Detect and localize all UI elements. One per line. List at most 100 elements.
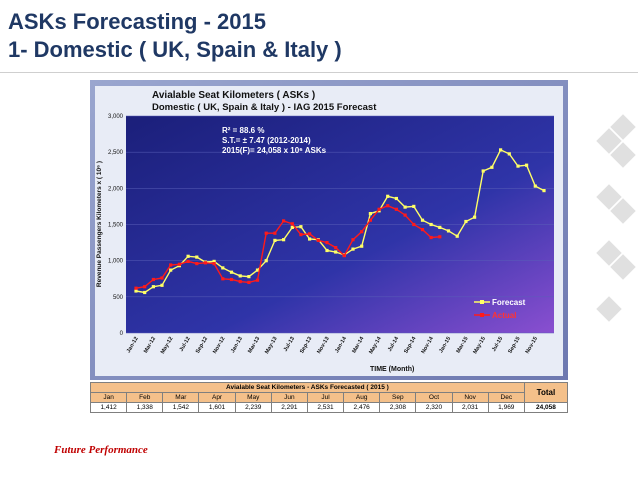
y-tick-label: 2,000 (108, 186, 124, 192)
data-point-actual (134, 286, 138, 290)
table-month-header: Jan (89, 392, 128, 403)
legend-actual-label: Actual (492, 311, 516, 320)
data-point-actual (386, 204, 390, 208)
data-point-forecast (533, 184, 537, 188)
ask-forecast-chart: Avialable Seat Kilometers ( ASKs ) Domes… (90, 80, 568, 380)
data-point-forecast (264, 259, 268, 263)
table-month-header: Dec (487, 392, 525, 403)
data-point-actual (420, 228, 425, 232)
data-point-forecast (403, 205, 407, 209)
table-month-row: Jan Feb Mar Apr May Jun Jul Aug Sep Oct Nov Dec (89, 392, 568, 403)
y-tick-label: 500 (113, 295, 124, 301)
data-point-actual (160, 276, 164, 280)
table-month-header: Jun (270, 392, 308, 403)
data-point-forecast (151, 285, 155, 289)
data-point-actual (229, 277, 234, 282)
data-point-forecast (221, 266, 225, 270)
data-point-forecast (195, 255, 199, 259)
table-total-header: Total (523, 382, 569, 403)
table-value-cell: 1,969 (487, 402, 525, 413)
data-point-forecast (238, 274, 242, 278)
data-point-actual (221, 277, 225, 281)
data-point-actual (334, 246, 338, 250)
table-value-cell: 2,291 (270, 402, 308, 413)
data-point-forecast (516, 164, 520, 168)
data-point-actual (203, 261, 207, 265)
data-point-forecast (473, 215, 477, 219)
slide-title-line2: 1- Domestic ( UK, Spain & Italy ) (8, 37, 342, 62)
y-tick-label: 3,000 (108, 114, 124, 120)
y-axis-label: Revenue Passengers Kilometers x ( 10⁶ ) (96, 161, 103, 287)
data-point-forecast (490, 165, 494, 169)
data-point-forecast (247, 275, 251, 279)
data-point-actual (308, 232, 312, 236)
table-value-cell: 1,542 (162, 402, 200, 413)
data-point-actual (360, 230, 364, 234)
legend-forecast-label: Forecast (492, 298, 526, 307)
table-value-cell: 2,531 (306, 402, 345, 413)
data-point-forecast (169, 268, 173, 272)
data-point-forecast (255, 268, 260, 272)
data-point-forecast (438, 225, 442, 229)
table-month-header: Mar (162, 392, 200, 403)
table-total-value: 24,058 (523, 402, 569, 413)
data-point-forecast (351, 247, 355, 251)
data-point-forecast (360, 244, 364, 248)
data-point-forecast (290, 225, 294, 229)
data-point-actual (255, 278, 260, 282)
table-value-cell: 2,476 (343, 402, 381, 413)
table-value-cell: 2,308 (379, 402, 417, 413)
data-point-forecast (325, 248, 329, 253)
data-point-forecast (455, 234, 459, 238)
data-point-actual (351, 238, 355, 242)
data-point-forecast (282, 238, 286, 242)
data-point-forecast (368, 212, 372, 216)
data-point-actual (290, 222, 294, 226)
data-point-actual (238, 280, 242, 284)
data-point-forecast (394, 196, 398, 201)
table-month-header: Jul (306, 392, 345, 403)
data-point-actual (429, 235, 433, 240)
data-point-forecast (429, 222, 433, 227)
data-point-forecast (229, 270, 234, 274)
title-divider (0, 72, 638, 73)
table-value-cell: 2,031 (451, 402, 489, 413)
data-point-actual (403, 213, 407, 217)
data-point-actual (273, 231, 277, 235)
stats-annotation: R² = 88.6 % S.T.= ± 7.47 (2012-2014) 201… (222, 126, 327, 155)
data-point-actual (169, 263, 173, 267)
table-month-header: Feb (126, 392, 164, 403)
data-point-actual (325, 241, 329, 245)
data-point-forecast (446, 229, 451, 233)
data-point-forecast (143, 290, 147, 295)
data-point-actual (264, 231, 268, 235)
data-point-forecast (308, 237, 312, 241)
y-tick-label: 1,500 (108, 223, 124, 229)
data-point-forecast (334, 250, 338, 254)
data-point-actual (377, 207, 381, 211)
chart-subtitle: Domestic ( UK, Spain & Italy ) - IAG 201… (152, 102, 377, 113)
data-point-actual (186, 259, 190, 263)
table-month-header: Aug (343, 392, 381, 403)
data-point-forecast (464, 219, 468, 224)
table-month-header: Oct (415, 392, 453, 403)
series-group (134, 148, 546, 295)
legend-actual-marker (480, 313, 484, 317)
data-point-forecast (186, 254, 190, 258)
table-month-header: Sep (379, 392, 417, 403)
data-point-forecast (420, 218, 425, 222)
data-point-forecast (507, 152, 511, 156)
data-point-forecast (412, 204, 416, 208)
data-point-forecast (499, 148, 503, 152)
table-value-cell: 1,412 (89, 402, 128, 413)
data-point-actual (342, 254, 346, 258)
y-tick-label: 2,500 (108, 150, 124, 156)
grid-lines (126, 115, 554, 334)
forecast-table: Avialable Seat Kilometers - ASKs Forecas… (89, 382, 569, 413)
table-month-header: Apr (198, 392, 236, 403)
footer-text: Future Performance (54, 444, 148, 456)
data-point-actual (195, 262, 199, 266)
table-value-row: 1,412 1,338 1,542 1,601 2,239 2,291 2,531 2,476… (89, 402, 569, 413)
y-axis-ticks: 0 500 1,000 1,500 2,000 2,500 3,000 (108, 114, 124, 337)
data-point-forecast (134, 289, 138, 293)
